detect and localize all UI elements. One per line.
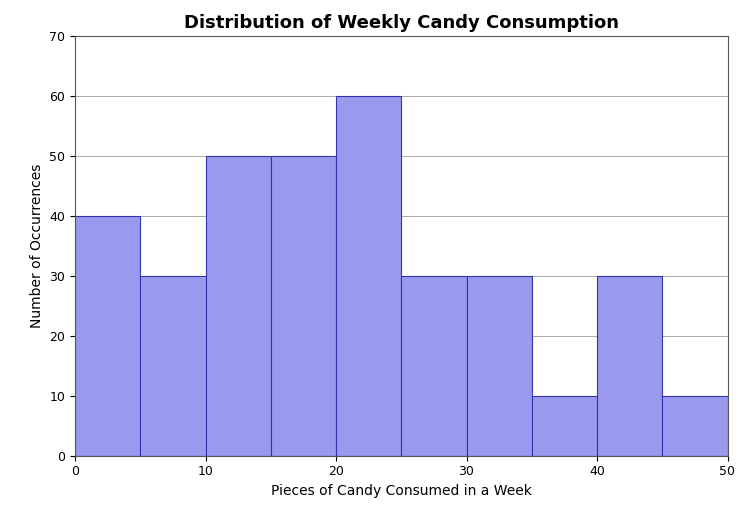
- Bar: [401, 276, 466, 456]
- Bar: [597, 276, 662, 456]
- Title: Distribution of Weekly Candy Consumption: Distribution of Weekly Candy Consumption: [184, 13, 619, 32]
- Bar: [336, 96, 401, 456]
- Bar: [206, 156, 271, 456]
- Bar: [662, 396, 728, 456]
- Bar: [532, 396, 597, 456]
- Bar: [75, 216, 140, 456]
- Bar: [140, 276, 206, 456]
- X-axis label: Pieces of Candy Consumed in a Week: Pieces of Candy Consumed in a Week: [271, 484, 532, 498]
- Y-axis label: Number of Occurrences: Number of Occurrences: [30, 163, 44, 328]
- Bar: [466, 276, 532, 456]
- Bar: [271, 156, 336, 456]
